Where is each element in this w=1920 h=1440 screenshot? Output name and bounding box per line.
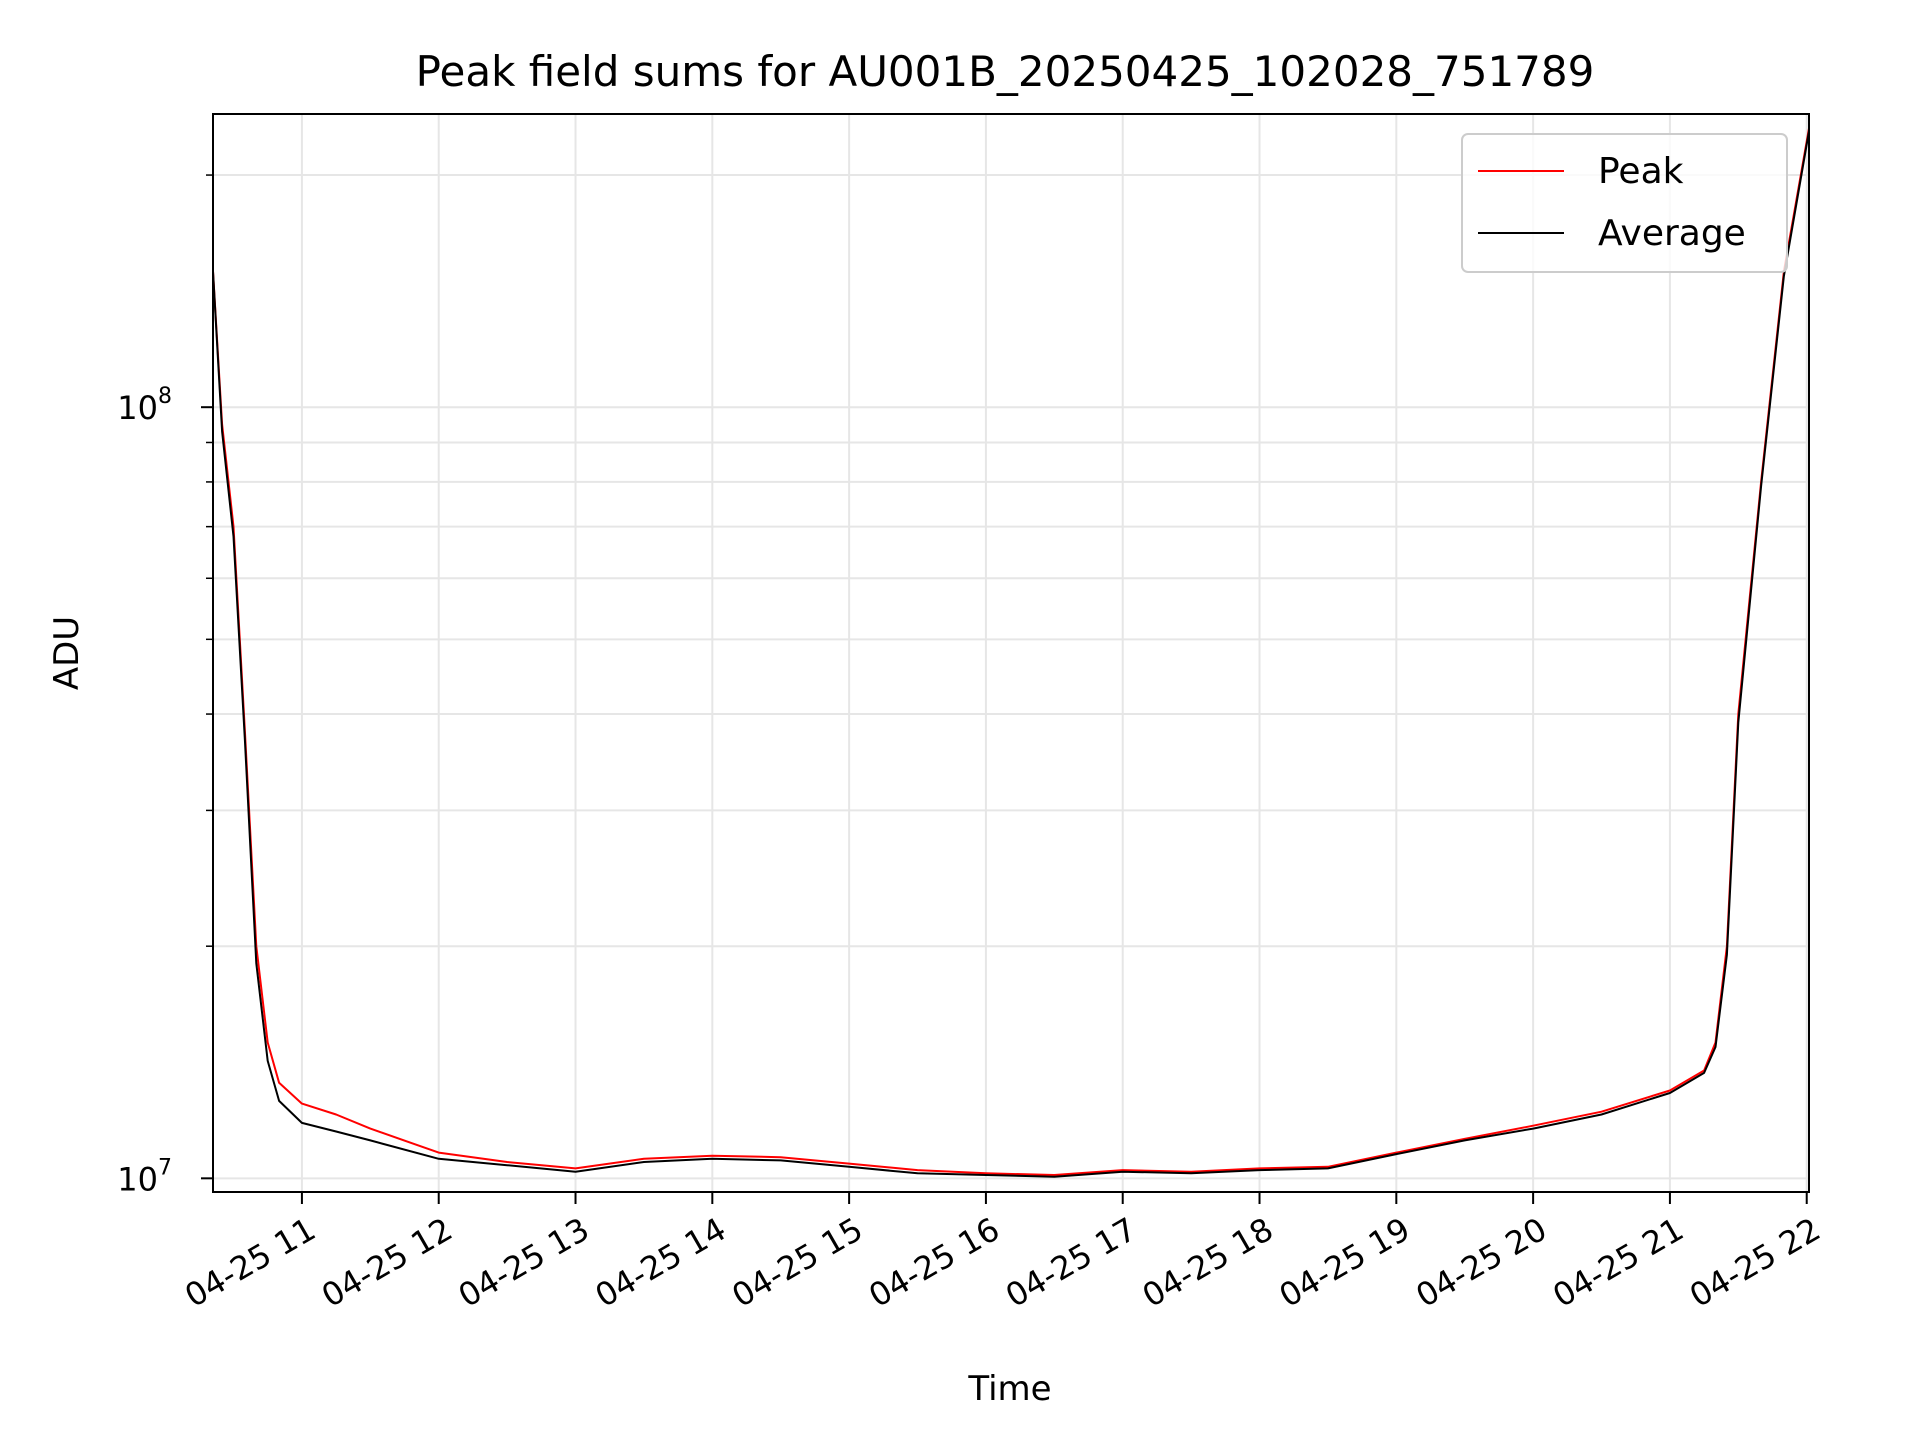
series-layer — [212, 128, 1810, 1178]
y-tick-label: 108 — [117, 384, 172, 427]
legend-label-average: Average — [1598, 213, 1746, 254]
y-axis: 107 108 — [117, 174, 213, 1198]
legend-label-peak: Peak — [1598, 151, 1684, 192]
y-tick-label: 107 — [117, 1155, 172, 1198]
y-axis-label: ADU — [47, 616, 87, 690]
legend-box — [1461, 133, 1788, 273]
series-line-average — [212, 131, 1810, 1178]
x-axis-label: Time — [967, 1369, 1051, 1409]
chart-title: Peak field sums for AU001B_20250425_1020… — [416, 47, 1595, 96]
legend: Peak Average — [1461, 133, 1788, 273]
series-line-peak — [212, 128, 1810, 1176]
grid — [213, 114, 1809, 1192]
plot-frame — [212, 113, 1810, 1193]
